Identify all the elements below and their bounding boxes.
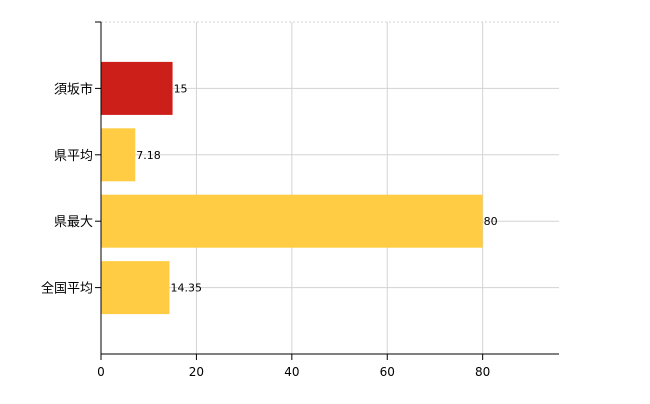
labels: 0 20 40 60 80 須坂市 15 県平均 7.18 県最大 80 全国平均 14.35	[41, 81, 498, 379]
category-label: 全国平均	[41, 281, 93, 297]
data-label: 80	[484, 215, 498, 228]
category-label: 県最大	[54, 215, 93, 230]
data-label: 7.18	[136, 149, 161, 162]
axes	[95, 21, 559, 360]
bar	[101, 128, 136, 182]
x-tick-label: 20	[189, 365, 204, 379]
x-tick-label: 60	[380, 365, 395, 379]
x-tick-label: 80	[475, 365, 490, 379]
bars	[101, 61, 483, 315]
data-label: 15	[174, 82, 188, 95]
category-label: 須坂市	[54, 81, 93, 97]
x-tick-label: 40	[284, 365, 299, 379]
x-tick-label: 0	[97, 365, 105, 379]
category-label: 県平均	[54, 149, 93, 164]
bar	[101, 194, 483, 248]
data-label: 14.35	[170, 282, 202, 295]
bar	[101, 261, 170, 315]
bar	[101, 61, 173, 115]
